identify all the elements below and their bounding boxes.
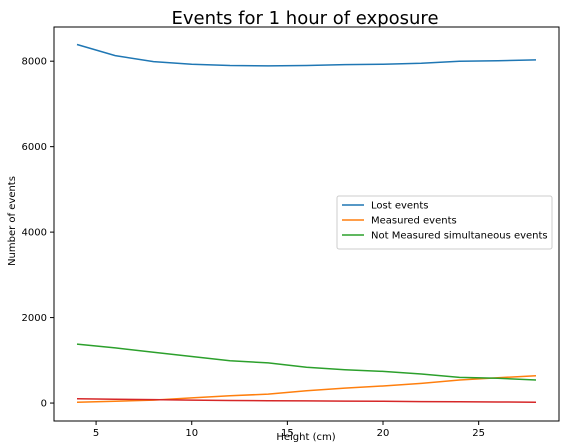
legend-label: Not Measured simultaneous events (371, 231, 548, 242)
y-tick-label: 4000 (22, 228, 47, 239)
x-tick-label: 20 (377, 428, 390, 439)
plot-frame (53, 26, 560, 422)
y-axis-label: Number of events (7, 176, 18, 266)
x-axis-label: Height (cm) (276, 432, 335, 443)
legend-label: Measured events (371, 216, 457, 227)
chart-title: Events for 1 hour of exposure (171, 8, 438, 29)
x-tick-label: 10 (185, 428, 198, 439)
series-line-not-measured-simultaneous-events (76, 343, 537, 381)
y-tick-label: 0 (41, 399, 47, 410)
y-tick-label: 8000 (22, 57, 47, 68)
x-tick-label: 15 (281, 428, 294, 439)
x-axis-ticks: 5 10 15 20 25 (93, 421, 485, 439)
y-axis-ticks: 0 2000 4000 6000 8000 (22, 57, 54, 410)
series-line-measured-events (76, 374, 537, 403)
legend-box (336, 195, 553, 250)
legend: Lost events Measured events Not Measured s… (336, 195, 553, 250)
x-tick-label: 25 (472, 428, 485, 439)
series-line-series-4 (76, 398, 537, 403)
y-tick-label: 2000 (22, 313, 47, 324)
x-tick-label: 5 (93, 428, 99, 439)
series-line-lost-events (76, 43, 537, 67)
plot-lines (76, 43, 537, 403)
legend-label: Lost events (371, 201, 429, 212)
y-tick-label: 6000 (22, 142, 47, 153)
